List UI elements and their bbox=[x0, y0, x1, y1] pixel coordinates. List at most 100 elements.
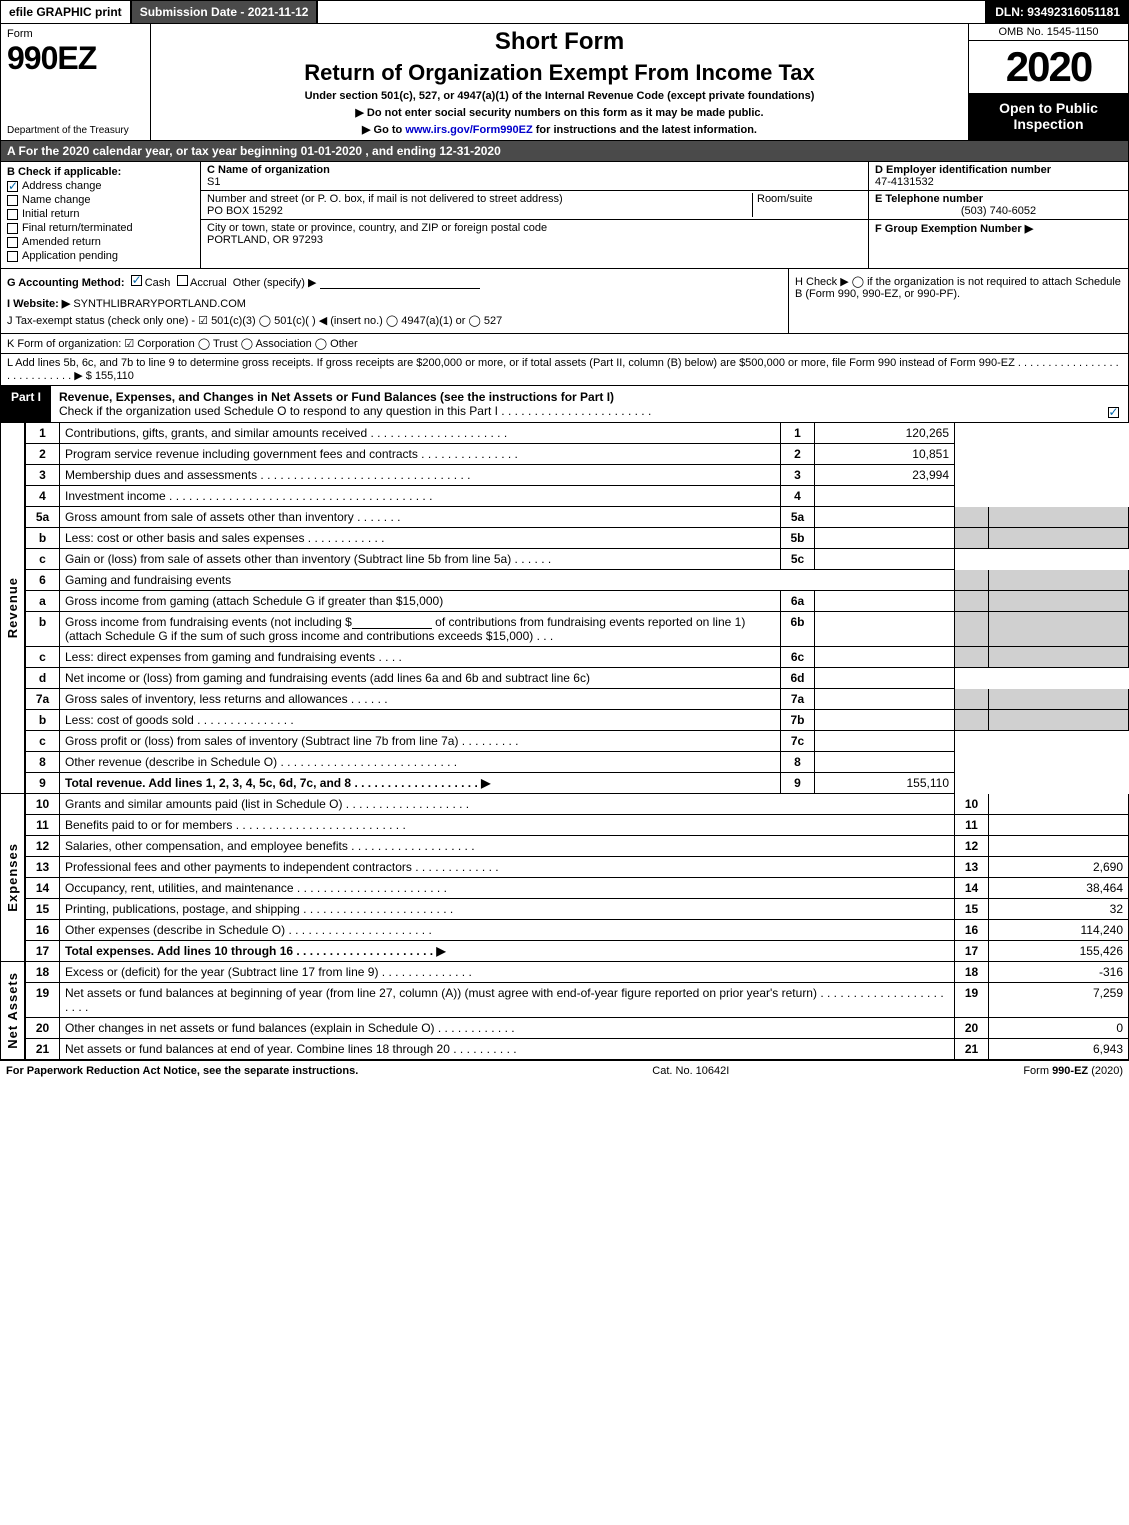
line-value bbox=[815, 752, 955, 773]
line-number: 9 bbox=[26, 773, 60, 794]
b-checkbox[interactable] bbox=[7, 223, 18, 234]
revenue-table: 1 Contributions, gifts, grants, and simi… bbox=[25, 423, 1129, 794]
footer-mid: Cat. No. 10642I bbox=[652, 1065, 729, 1077]
line-value: 7,259 bbox=[989, 983, 1129, 1018]
b-checkbox[interactable] bbox=[7, 251, 18, 262]
shade-cell bbox=[989, 507, 1129, 528]
line-number: 18 bbox=[26, 962, 60, 983]
line-description: Net assets or fund balances at end of ye… bbox=[60, 1039, 955, 1060]
line-value: 32 bbox=[989, 899, 1129, 920]
line-number: c bbox=[26, 731, 60, 752]
cash-checkbox[interactable] bbox=[131, 275, 142, 286]
header-mid: Short Form Return of Organization Exempt… bbox=[151, 24, 968, 140]
line-ref: 6d bbox=[781, 668, 815, 689]
website-link[interactable]: SYNTHLIBRARYPORTLAND.COM bbox=[73, 298, 246, 310]
line-description: Gross sales of inventory, less returns a… bbox=[60, 689, 781, 710]
b-option: Application pending bbox=[7, 250, 194, 262]
line-ref: 11 bbox=[955, 815, 989, 836]
part1-schedule-o-checkbox[interactable] bbox=[1108, 407, 1119, 418]
table-row: c Less: direct expenses from gaming and … bbox=[26, 647, 1129, 668]
page-footer: For Paperwork Reduction Act Notice, see … bbox=[0, 1060, 1129, 1081]
line-description: Professional fees and other payments to … bbox=[60, 857, 955, 878]
part1-title: Revenue, Expenses, and Changes in Net As… bbox=[51, 386, 1098, 422]
line-value: 23,994 bbox=[815, 465, 955, 486]
city-label: City or town, state or province, country… bbox=[207, 222, 862, 234]
b-option: Address change bbox=[7, 180, 194, 192]
line-value: 6,943 bbox=[989, 1039, 1129, 1060]
shade-cell bbox=[989, 528, 1129, 549]
line-description: Less: cost of goods sold . . . . . . . .… bbox=[60, 710, 781, 731]
line-description: Grants and similar amounts paid (list in… bbox=[60, 794, 955, 815]
line-ref: 13 bbox=[955, 857, 989, 878]
table-row: b Less: cost or other basis and sales ex… bbox=[26, 528, 1129, 549]
table-row: 9 Total revenue. Add lines 1, 2, 3, 4, 5… bbox=[26, 773, 1129, 794]
row-l: L Add lines 5b, 6c, and 7b to line 9 to … bbox=[0, 354, 1129, 386]
mid-ref: 6a bbox=[781, 591, 815, 612]
gross-receipts-value: 155,110 bbox=[95, 370, 134, 382]
efile-label[interactable]: efile GRAPHIC print bbox=[1, 1, 130, 23]
b-checkbox[interactable] bbox=[7, 181, 18, 192]
line-ref: 10 bbox=[955, 794, 989, 815]
line-value bbox=[989, 836, 1129, 857]
b-checkbox[interactable] bbox=[7, 209, 18, 220]
line-description: Less: cost or other basis and sales expe… bbox=[60, 528, 781, 549]
mid-value bbox=[815, 528, 955, 549]
mid-ref: 7b bbox=[781, 710, 815, 731]
irs-link[interactable]: www.irs.gov/Form990EZ bbox=[405, 124, 532, 136]
line-value bbox=[989, 794, 1129, 815]
line-description: Gross income from fundraising events (no… bbox=[60, 612, 781, 647]
line-ref: 9 bbox=[781, 773, 815, 794]
other-specify-input[interactable] bbox=[320, 277, 480, 289]
line-description: Total revenue. Add lines 1, 2, 3, 4, 5c,… bbox=[60, 773, 781, 794]
line-description: Gross profit or (loss) from sales of inv… bbox=[60, 731, 781, 752]
mid-ref: 7a bbox=[781, 689, 815, 710]
line-description: Gross amount from sale of assets other t… bbox=[60, 507, 781, 528]
table-row: 12 Salaries, other compensation, and emp… bbox=[26, 836, 1129, 857]
table-row: c Gross profit or (loss) from sales of i… bbox=[26, 731, 1129, 752]
section-b-col: B Check if applicable: Address changeNam… bbox=[1, 162, 201, 268]
table-row: 13 Professional fees and other payments … bbox=[26, 857, 1129, 878]
line-ref: 19 bbox=[955, 983, 989, 1018]
table-row: d Net income or (loss) from gaming and f… bbox=[26, 668, 1129, 689]
line-description: Net assets or fund balances at beginning… bbox=[60, 983, 955, 1018]
table-row: 10 Grants and similar amounts paid (list… bbox=[26, 794, 1129, 815]
table-row: a Gross income from gaming (attach Sched… bbox=[26, 591, 1129, 612]
section-c-col: C Name of organization S1 Number and str… bbox=[201, 162, 868, 268]
b-option-label: Final return/terminated bbox=[22, 222, 133, 234]
line-description: Less: direct expenses from gaming and fu… bbox=[60, 647, 781, 668]
line-description: Excess or (deficit) for the year (Subtra… bbox=[60, 962, 955, 983]
line-number: 16 bbox=[26, 920, 60, 941]
line-number: 1 bbox=[26, 423, 60, 444]
contrib-input[interactable] bbox=[352, 617, 432, 629]
b-option: Final return/terminated bbox=[7, 222, 194, 234]
section-a-band: A For the 2020 calendar year, or tax yea… bbox=[0, 141, 1129, 162]
table-row: 7a Gross sales of inventory, less return… bbox=[26, 689, 1129, 710]
expenses-table: 10 Grants and similar amounts paid (list… bbox=[25, 794, 1129, 962]
line-description: Membership dues and assessments . . . . … bbox=[60, 465, 781, 486]
shade-cell bbox=[955, 528, 989, 549]
line-description: Other revenue (describe in Schedule O) .… bbox=[60, 752, 781, 773]
line-number: 17 bbox=[26, 941, 60, 962]
line-number: 20 bbox=[26, 1018, 60, 1039]
goto-text: ▶ Go to www.irs.gov/Form990EZ for instru… bbox=[159, 123, 960, 136]
mid-ref: 6c bbox=[781, 647, 815, 668]
line-value: 155,426 bbox=[989, 941, 1129, 962]
shade-cell bbox=[955, 507, 989, 528]
line-ref: 14 bbox=[955, 878, 989, 899]
mid-value bbox=[815, 689, 955, 710]
e-label: E Telephone number bbox=[875, 193, 983, 205]
line-number: 3 bbox=[26, 465, 60, 486]
accrual-checkbox[interactable] bbox=[177, 275, 188, 286]
table-row: 16 Other expenses (describe in Schedule … bbox=[26, 920, 1129, 941]
under-section-text: Under section 501(c), 527, or 4947(a)(1)… bbox=[159, 90, 960, 102]
shade-cell bbox=[955, 710, 989, 731]
b-checkbox[interactable] bbox=[7, 237, 18, 248]
line-number: 21 bbox=[26, 1039, 60, 1060]
mid-value bbox=[815, 612, 955, 647]
line-number: 5a bbox=[26, 507, 60, 528]
line-value: 120,265 bbox=[815, 423, 955, 444]
line-ref: 20 bbox=[955, 1018, 989, 1039]
b-option: Initial return bbox=[7, 208, 194, 220]
department-label: Department of the Treasury bbox=[7, 125, 144, 136]
b-checkbox[interactable] bbox=[7, 195, 18, 206]
